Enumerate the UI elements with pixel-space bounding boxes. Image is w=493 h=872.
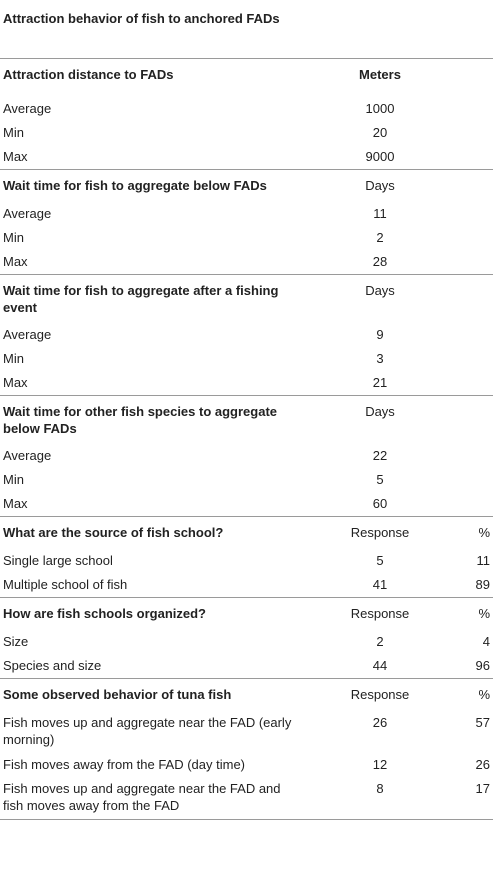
row-col1-value: 12 [372,757,388,772]
table-row: Max 9000 [0,145,493,169]
row-col1-value: 60 [372,496,388,511]
section-header-row: What are the source of fish school? Respo… [0,516,493,549]
table-row: Average 22 [0,444,493,468]
section-header-col1: Response [350,687,410,702]
section-header-col1: Days [365,283,395,298]
table-row: Average 9 [0,323,493,347]
section-header-col2: % [478,606,490,621]
row-col1-value: 44 [372,658,388,673]
section-header-row: Some observed behavior of tuna fish Respo… [0,678,493,711]
row-col2-value: 4 [482,634,490,649]
section-header-label: What are the source of fish school? [3,525,224,540]
table-row: Multiple school of fish 41 89 [0,573,493,597]
row-label: Max [3,496,28,511]
section-header-label: Wait time for fish to aggregate below FA… [3,178,267,193]
table-title-row: Attraction behavior of fish to anchored … [0,0,493,58]
row-col2-value: 96 [475,658,490,673]
row-col1-value: 22 [372,448,388,463]
row-label: Single large school [3,553,113,568]
section-header-col1: Days [365,178,395,193]
row-col1-value: 11 [373,206,387,221]
row-label: Multiple school of fish [3,577,128,592]
row-col2-value: 17 [475,781,490,796]
row-label: Min [3,472,24,487]
table-row: Min 5 [0,468,493,492]
section-header-col1: Response [350,525,410,540]
row-label: Max [3,254,28,269]
table-row: Average 11 [0,202,493,226]
section-header-row: How are fish schools organized? Response% [0,597,493,630]
section-header-label: Wait time for other fish species to aggr… [3,404,278,436]
row-label: Min [3,230,24,245]
row-col1-value: 41 [372,577,388,592]
section-header-col1: Meters [359,67,401,82]
table-row: Max 28 [0,250,493,274]
table-row: Fish moves up and aggregate near the FAD… [0,711,493,753]
table-row: Average 1000 [0,97,493,121]
section-header-label: Wait time for fish to aggregate after a … [3,283,279,315]
row-label: Average [3,448,52,463]
row-label: Size [3,634,29,649]
section-header-col2: % [478,525,490,540]
row-label: Max [3,375,28,390]
table-title: Attraction behavior of fish to anchored … [3,11,280,26]
section-header-row: Wait time for fish to aggregate after a … [0,274,493,323]
section-header-label: Attraction distance to FADs [3,67,174,82]
section-header-label: How are fish schools organized? [3,606,206,621]
data-table: Attraction behavior of fish to anchored … [0,0,493,820]
section-header-col1: Response [350,606,410,621]
row-col1-value: 8 [376,781,384,796]
row-label: Average [3,101,52,116]
section-header-col1: Days [365,404,395,419]
row-col1-value: 3 [376,351,384,366]
row-col2-value: 11 [476,553,491,568]
row-col1-value: 9 [376,327,384,342]
row-col1-value: 20 [372,125,388,140]
table-row: Fish moves away from the FAD (day time) 1… [0,753,493,777]
table-row: Size 2 4 [0,630,493,654]
table-row: Min 20 [0,121,493,145]
row-label: Average [3,327,52,342]
row-col1-value: 1000 [365,101,395,116]
section-header-row: Wait time for fish to aggregate below FA… [0,169,493,202]
row-label: Average [3,206,52,221]
table-row: Max 21 [0,371,493,395]
row-col2-value: 89 [475,577,490,592]
row-col1-value: 9000 [365,149,395,164]
table-row: Min 2 [0,226,493,250]
row-col2-value: 57 [475,715,490,730]
row-label: Fish moves up and aggregate near the FAD… [3,715,292,747]
row-label: Max [3,149,28,164]
row-col1-value: 2 [376,230,384,245]
section-header-row: Attraction distance to FADs Meters [0,58,493,91]
table-row: Single large school 5 11 [0,549,493,573]
row-label: Species and size [3,658,102,673]
row-label: Min [3,125,24,140]
table-row: Fish moves up and aggregate near the FAD… [0,777,493,820]
section-header-col2: % [478,687,490,702]
row-label: Fish moves away from the FAD (day time) [3,757,246,772]
section-header-row: Wait time for other fish species to aggr… [0,395,493,444]
row-col1-value: 5 [376,472,384,487]
section-header-label: Some observed behavior of tuna fish [3,687,232,702]
row-label: Min [3,351,24,366]
table-row: Max 60 [0,492,493,516]
row-label: Fish moves up and aggregate near the FAD… [3,781,281,813]
table-row: Min 3 [0,347,493,371]
row-col1-value: 21 [372,375,388,390]
row-col1-value: 28 [372,254,388,269]
table-row: Species and size 44 96 [0,654,493,678]
row-col1-value: 2 [376,634,384,649]
row-col1-value: 26 [372,715,388,730]
row-col1-value: 5 [376,553,384,568]
row-col2-value: 26 [475,757,490,772]
